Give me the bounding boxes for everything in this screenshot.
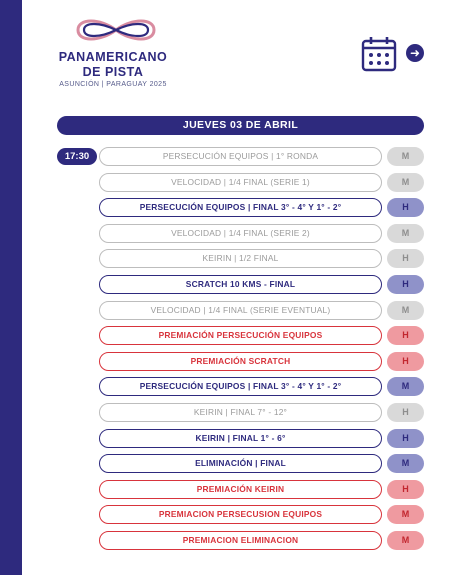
event-name: VELOCIDAD | 1/4 FINAL (SERIE 1) — [99, 173, 382, 192]
event-name: ELIMINACIÓN | FINAL — [99, 454, 382, 473]
event-row: PREMIACIÓN KEIRIN H — [0, 480, 459, 499]
gender-badge: M — [387, 454, 424, 473]
gender-badge: H — [387, 198, 424, 217]
brand-title-line1: PANAMERICANO — [58, 50, 168, 64]
event-name: VELOCIDAD | 1/4 FINAL (SERIE 2) — [99, 224, 382, 243]
brand-title-line2: DE PISTA — [82, 65, 144, 79]
event-name: PREMIACION ELIMINACION — [99, 531, 382, 550]
event-row: KEIRIN | FINAL 7° - 12° H — [0, 403, 459, 422]
event-row: VELOCIDAD | 1/4 FINAL (SERIE EVENTUAL) M — [0, 301, 459, 320]
event-name: KEIRIN | FINAL 7° - 12° — [99, 403, 382, 422]
calendar-icon[interactable] — [361, 36, 397, 72]
event-row: PERSECUCIÓN EQUIPOS | 1° RONDA M — [0, 147, 459, 166]
arrow-right-icon[interactable]: ➜ — [406, 44, 424, 62]
event-row: PERSECUCIÓN EQUIPOS | FINAL 3° - 4° Y 1°… — [0, 198, 459, 217]
event-name: KEIRIN | 1/2 FINAL — [99, 249, 382, 268]
gender-badge: M — [387, 173, 424, 192]
event-name: VELOCIDAD | 1/4 FINAL (SERIE EVENTUAL) — [99, 301, 382, 320]
gender-badge: H — [387, 352, 424, 371]
event-name: PREMIACIÓN SCRATCH — [99, 352, 382, 371]
event-row: PERSECUCIÓN EQUIPOS | FINAL 3° - 4° Y 1°… — [0, 377, 459, 396]
side-accent-bar — [0, 0, 22, 575]
gender-badge: M — [387, 377, 424, 396]
time-badge: 17:30 — [57, 148, 97, 165]
gender-badge: H — [387, 275, 424, 294]
event-row: PREMIACION ELIMINACION M — [0, 531, 459, 550]
day-header: JUEVES 03 DE ABRIL — [57, 116, 424, 135]
event-name: PREMIACION PERSECUSION EQUIPOS — [99, 505, 382, 524]
event-name: KEIRIN | FINAL 1° - 6° — [99, 429, 382, 448]
event-name: PERSECUCIÓN EQUIPOS | FINAL 3° - 4° Y 1°… — [99, 198, 382, 217]
gender-badge: M — [387, 224, 424, 243]
event-row: VELOCIDAD | 1/4 FINAL (SERIE 2) M — [0, 224, 459, 243]
gender-badge: M — [387, 505, 424, 524]
gender-badge: H — [387, 429, 424, 448]
event-row: PREMIACIÓN SCRATCH H — [0, 352, 459, 371]
event-row: SCRATCH 10 KMS - FINAL H — [0, 275, 459, 294]
event-row: VELOCIDAD | 1/4 FINAL (SERIE 1) M — [0, 173, 459, 192]
gender-badge: M — [387, 147, 424, 166]
brand-subtitle: ASUNCIÓN | PARAGUAY 2025 — [59, 81, 167, 88]
event-name: SCRATCH 10 KMS - FINAL — [99, 275, 382, 294]
event-name: PERSECUCIÓN EQUIPOS | 1° RONDA — [99, 147, 382, 166]
event-row: PREMIACIÓN PERSECUCIÓN EQUIPOS H — [0, 326, 459, 345]
event-row: KEIRIN | FINAL 1° - 6° H — [0, 429, 459, 448]
event-row: PREMIACION PERSECUSION EQUIPOS M — [0, 505, 459, 524]
event-name: PREMIACIÓN KEIRIN — [99, 480, 382, 499]
panamericano-logo — [76, 19, 156, 41]
gender-badge: H — [387, 480, 424, 499]
event-name: PREMIACIÓN PERSECUCIÓN EQUIPOS — [99, 326, 382, 345]
event-row: KEIRIN | 1/2 FINAL H — [0, 249, 459, 268]
gender-badge: H — [387, 403, 424, 422]
gender-badge: H — [387, 326, 424, 345]
gender-badge: M — [387, 531, 424, 550]
event-row: ELIMINACIÓN | FINAL M — [0, 454, 459, 473]
event-name: PERSECUCIÓN EQUIPOS | FINAL 3° - 4° Y 1°… — [99, 377, 382, 396]
gender-badge: M — [387, 301, 424, 320]
gender-badge: H — [387, 249, 424, 268]
